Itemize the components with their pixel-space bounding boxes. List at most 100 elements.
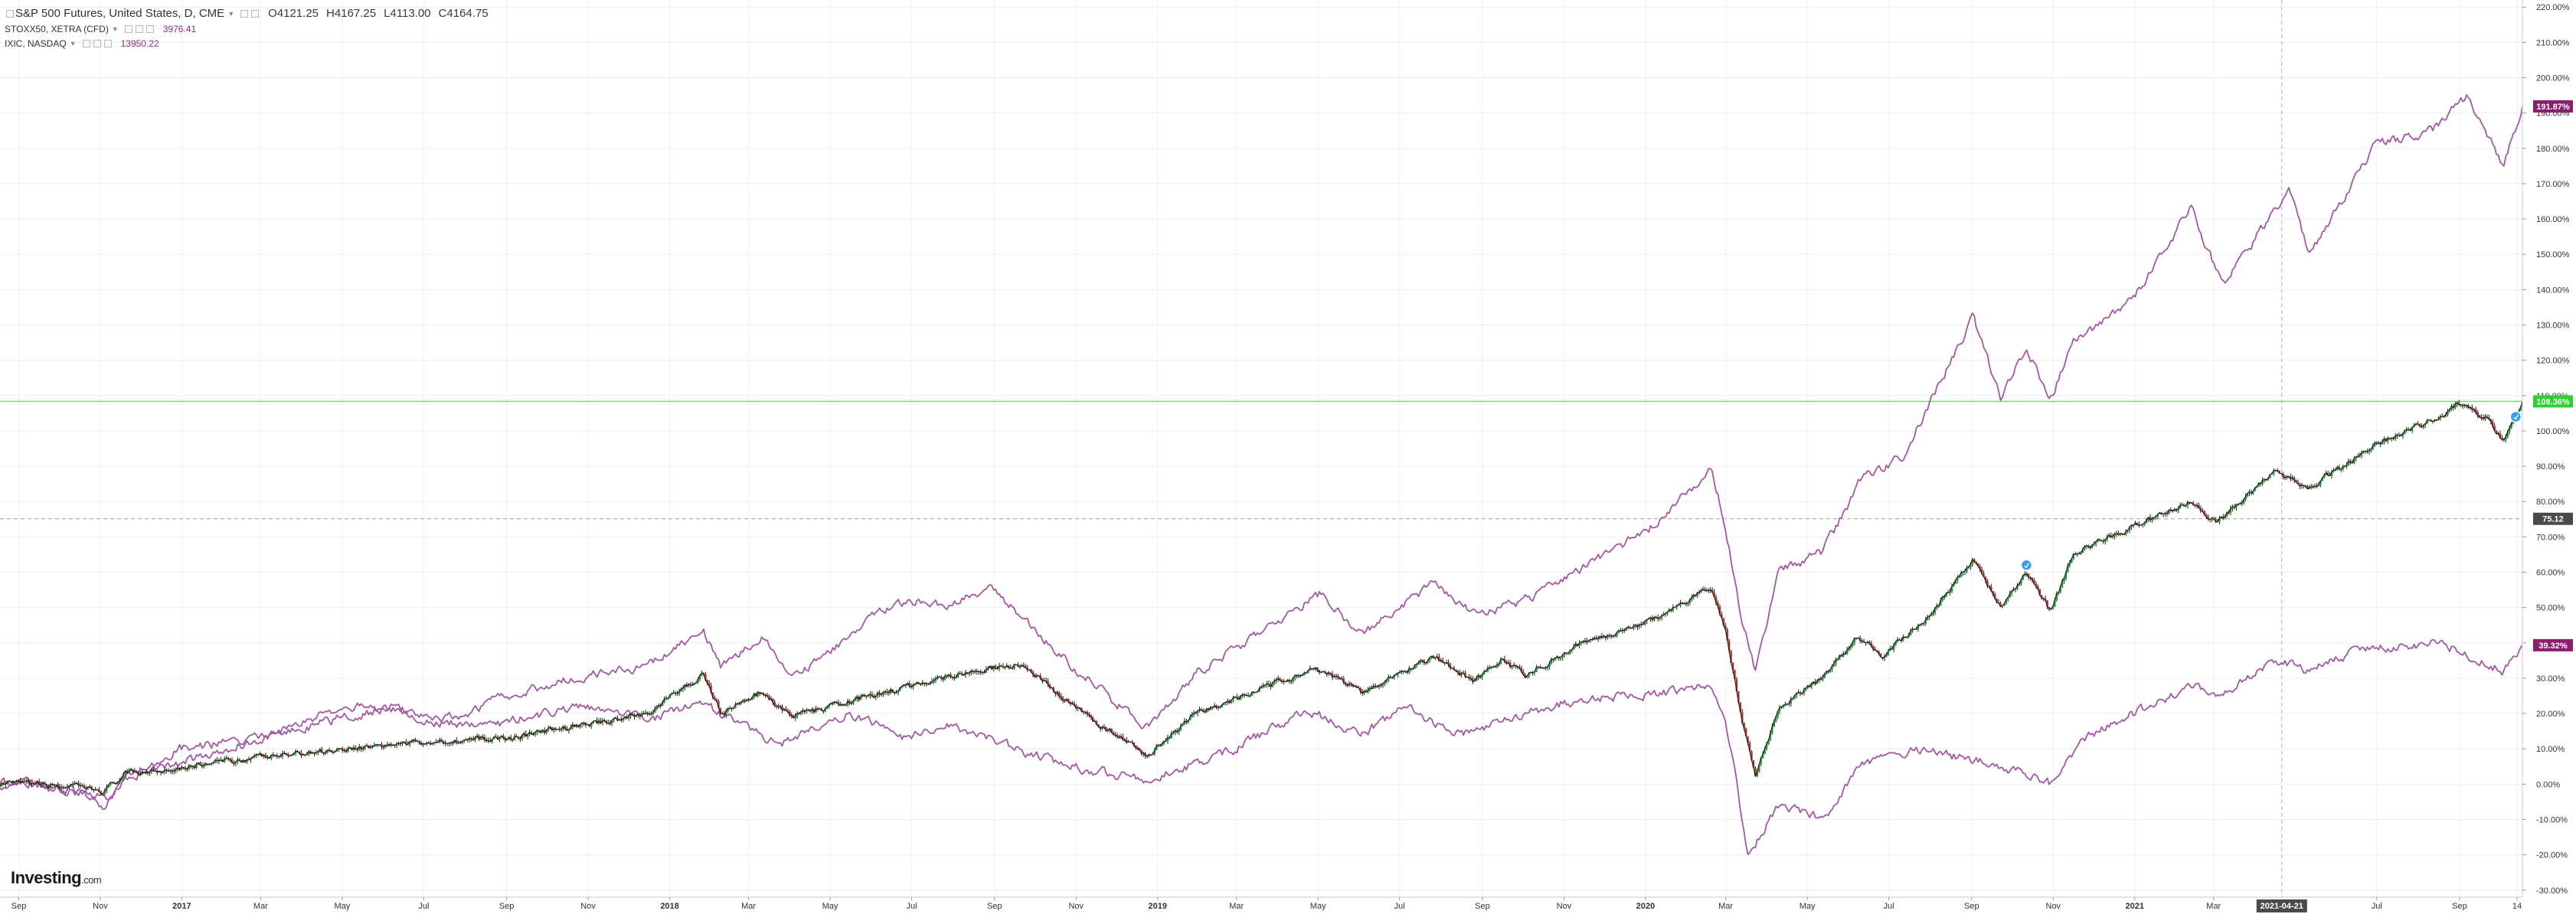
candle-body — [553, 728, 555, 730]
candle-body — [1659, 617, 1661, 619]
candle-body — [1191, 713, 1193, 717]
y-axis[interactable]: -30.00% -20.00% -10.00% 0.00% 10.00% 20.00% 30… — [2522, 0, 2576, 914]
y-tick-label: 160.00% — [2536, 215, 2570, 224]
candle-body — [414, 739, 417, 742]
chevron-down-icon[interactable]: ▼ — [111, 24, 119, 33]
y-tick-label: -20.00% — [2536, 851, 2568, 860]
eye-icon[interactable] — [82, 39, 90, 47]
settings-icon[interactable] — [93, 39, 101, 47]
candle-body — [429, 743, 432, 745]
candle-body — [1593, 638, 1596, 641]
candle-body — [199, 762, 201, 765]
candle-body — [2385, 439, 2388, 442]
candle-body — [661, 702, 664, 707]
candle-body — [298, 751, 301, 753]
candle-body — [2413, 425, 2415, 428]
candle-body — [1700, 590, 1702, 592]
candle-body — [1771, 726, 1773, 733]
candle-body — [1419, 660, 1422, 663]
candle-body — [1878, 651, 1880, 654]
candle-body — [244, 760, 247, 762]
x-axis[interactable]: Sep Nov 2017 Mar May Jul Sep Nov 2018 Mar May Jul Se… — [0, 896, 2522, 912]
event-marker-icon[interactable] — [2509, 410, 2522, 423]
candle-body — [2510, 423, 2512, 428]
candle-body — [1054, 691, 1057, 694]
collapse-toggle-icon[interactable] — [6, 10, 14, 18]
candle-body — [1331, 674, 1334, 677]
event-marker-icon[interactable] — [2020, 559, 2033, 572]
candle-body — [1980, 569, 1983, 574]
candle-body — [2094, 541, 2097, 544]
legend-compare-row-stoxx[interactable]: STOXX50, XETRA (CFD) ▼ 3976.41 — [5, 21, 489, 36]
candle-body — [1590, 638, 1592, 641]
candle-body — [2411, 427, 2414, 431]
candle-body — [1953, 583, 1955, 586]
legend-compare-row-ixic[interactable]: IXIC, NASDAQ ▼ 13950.22 — [5, 36, 489, 51]
close-icon[interactable] — [251, 10, 260, 18]
candle-body — [2186, 501, 2189, 506]
candle-body — [773, 702, 776, 706]
legend-close: C4164.75 — [438, 7, 489, 20]
candle-body — [1986, 580, 1989, 586]
eye-icon[interactable] — [124, 24, 132, 33]
candle-body — [2110, 535, 2112, 537]
candle-body — [1034, 674, 1036, 677]
candle-body — [1438, 656, 1440, 661]
candle-body — [917, 682, 920, 684]
candle-body — [2447, 410, 2449, 415]
candle-body — [491, 739, 493, 743]
candle-body — [229, 758, 231, 760]
candle-body — [10, 781, 12, 782]
candle-body — [45, 784, 48, 786]
candle-body — [1910, 631, 1912, 635]
close-icon[interactable] — [103, 39, 112, 47]
candle-body — [358, 746, 361, 750]
crosshair-value-badge-text: 75.12 — [2542, 515, 2564, 524]
candle-body — [1576, 644, 1579, 646]
event-markers[interactable] — [2020, 410, 2522, 572]
candle-body — [442, 741, 445, 744]
candle-body — [2267, 478, 2270, 481]
y-tick-label: 10.00% — [2536, 745, 2565, 754]
candle-body — [736, 703, 739, 705]
candle-body — [2061, 580, 2064, 587]
candle-body — [1688, 599, 1692, 603]
candle-body — [1832, 663, 1836, 667]
candle-body — [2173, 509, 2176, 511]
candle-body — [1479, 675, 1482, 677]
candle-body — [1758, 764, 1760, 772]
chevron-down-icon[interactable]: ▼ — [227, 10, 235, 18]
candle-body — [2296, 481, 2300, 485]
candle-body — [725, 711, 727, 715]
candle-body — [684, 684, 686, 688]
candle-body — [869, 694, 871, 696]
candle-body — [270, 755, 273, 759]
candle-body — [120, 778, 123, 781]
candle-body — [1273, 681, 1276, 684]
close-icon[interactable] — [145, 24, 154, 33]
candle-body — [508, 736, 510, 739]
candle-body — [1573, 646, 1575, 650]
legend-main-row[interactable]: S&P 500 Futures, United States, D, CME ▼… — [5, 6, 489, 21]
candle-body — [1101, 727, 1103, 729]
candle-body — [579, 724, 581, 727]
settings-icon[interactable] — [135, 24, 143, 33]
settings-icon[interactable] — [240, 10, 249, 18]
candle-body — [2332, 470, 2335, 472]
chevron-down-icon[interactable]: ▼ — [69, 39, 77, 47]
candle-body — [2005, 599, 2008, 604]
candle-body — [36, 782, 39, 784]
candle-body — [592, 721, 594, 723]
candle-body — [545, 730, 548, 733]
candle-body — [1456, 671, 1459, 673]
candle-body — [2007, 597, 2009, 600]
candle-body — [2426, 420, 2428, 424]
candle-body — [590, 723, 593, 726]
candle-body — [1161, 743, 1163, 746]
candle-body — [1030, 669, 1032, 672]
candle-body — [2031, 577, 2034, 580]
check-icon — [2513, 414, 2519, 420]
candle-body — [369, 746, 372, 748]
